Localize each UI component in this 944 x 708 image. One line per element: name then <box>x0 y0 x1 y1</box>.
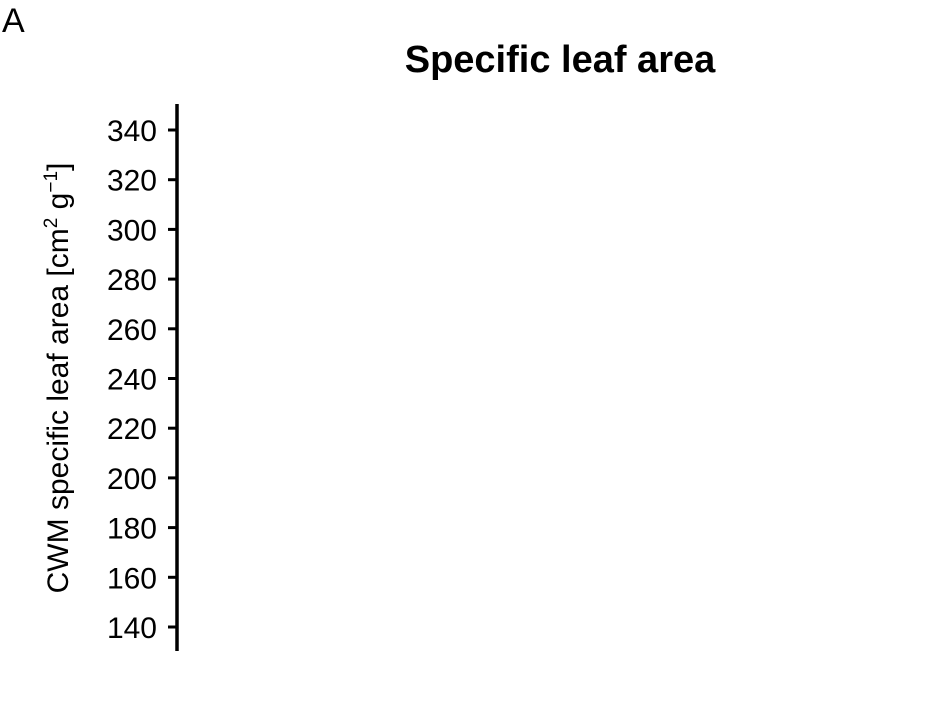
y-axis-label-mid: g <box>42 193 75 218</box>
panel-label: A <box>2 2 25 40</box>
y-axis-label-sup2: −1 <box>41 171 62 193</box>
y-tick-label: 340 <box>107 115 157 148</box>
y-tick-label: 280 <box>107 264 157 297</box>
y-tick-label: 300 <box>107 214 157 247</box>
y-axis-label: CWM specific leaf area [cm2 g−1] <box>41 163 75 594</box>
y-tick-label: 320 <box>107 165 157 198</box>
y-axis-label-sup1: 2 <box>41 218 62 229</box>
y-axis: 140 160 180 200 220 240 260 280 300 320 340 <box>107 104 179 651</box>
y-tick-label: 220 <box>107 413 157 446</box>
y-axis-label-end: ] <box>42 163 75 171</box>
y-axis-label-text: CWM specific leaf area [cm <box>42 228 75 593</box>
y-tick-label: 160 <box>107 562 157 595</box>
y-tick-label: 260 <box>107 314 157 347</box>
y-tick-label: 240 <box>107 364 157 397</box>
y-tick-label: 180 <box>107 513 157 546</box>
y-tick-label: 200 <box>107 463 157 496</box>
chart-title: Specific leaf area <box>405 39 716 81</box>
y-tick-label: 140 <box>107 612 157 645</box>
